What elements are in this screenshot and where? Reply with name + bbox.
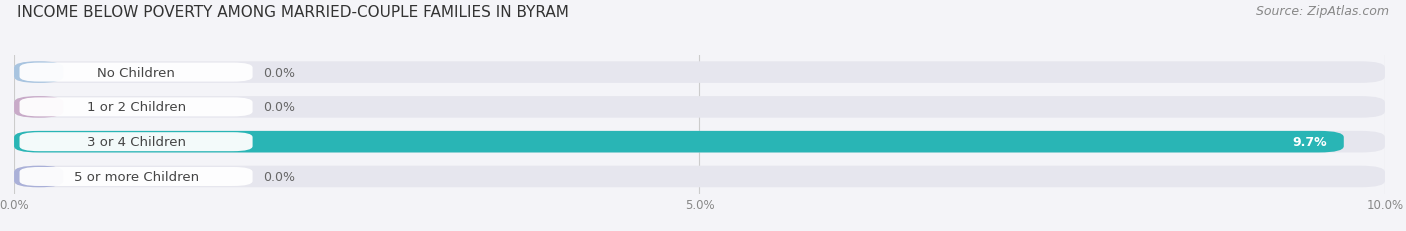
FancyBboxPatch shape [20, 98, 253, 117]
FancyBboxPatch shape [20, 63, 253, 82]
FancyBboxPatch shape [14, 62, 1385, 83]
Text: No Children: No Children [97, 66, 174, 79]
Text: 5 or more Children: 5 or more Children [73, 170, 198, 183]
Text: 0.0%: 0.0% [263, 66, 295, 79]
FancyBboxPatch shape [20, 167, 253, 186]
FancyBboxPatch shape [14, 62, 63, 83]
FancyBboxPatch shape [14, 131, 1344, 153]
Text: 1 or 2 Children: 1 or 2 Children [87, 101, 186, 114]
Text: 0.0%: 0.0% [263, 170, 295, 183]
FancyBboxPatch shape [20, 133, 253, 152]
Text: 9.7%: 9.7% [1292, 136, 1327, 149]
FancyBboxPatch shape [14, 166, 1385, 187]
Text: 0.0%: 0.0% [263, 101, 295, 114]
FancyBboxPatch shape [14, 97, 1385, 118]
FancyBboxPatch shape [14, 97, 63, 118]
FancyBboxPatch shape [14, 166, 63, 187]
Text: Source: ZipAtlas.com: Source: ZipAtlas.com [1256, 5, 1389, 18]
FancyBboxPatch shape [14, 131, 1385, 153]
Text: INCOME BELOW POVERTY AMONG MARRIED-COUPLE FAMILIES IN BYRAM: INCOME BELOW POVERTY AMONG MARRIED-COUPL… [17, 5, 569, 20]
Text: 3 or 4 Children: 3 or 4 Children [87, 136, 186, 149]
